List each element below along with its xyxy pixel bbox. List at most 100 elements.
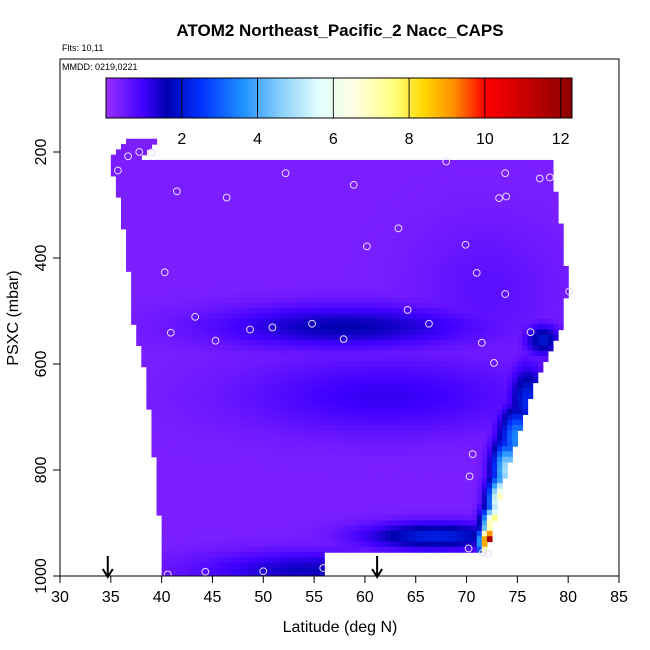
heatmap-cell	[283, 318, 290, 325]
heatmap-cell	[227, 329, 234, 336]
heatmap-cell	[369, 398, 376, 405]
heatmap-cell	[303, 170, 310, 177]
heatmap-cell	[202, 456, 208, 463]
heatmap-cell	[481, 477, 488, 484]
heatmap-cell	[471, 181, 478, 188]
heatmap-cell	[471, 265, 478, 272]
heatmap-cell	[344, 292, 351, 299]
heatmap-cell	[461, 292, 468, 299]
heatmap-cell	[375, 324, 381, 331]
heatmap-cell	[466, 477, 473, 484]
heatmap-cell	[171, 371, 178, 378]
heatmap-cell	[253, 260, 259, 267]
heatmap-cell	[446, 387, 452, 394]
heatmap-cell	[390, 462, 396, 468]
heatmap-cell	[420, 197, 427, 203]
heatmap-cell	[309, 409, 315, 415]
heatmap-cell	[476, 175, 483, 182]
heatmap-cell	[507, 218, 513, 225]
heatmap-cell	[497, 329, 503, 336]
heatmap-cell	[476, 409, 483, 415]
heatmap-cell	[344, 202, 351, 209]
heatmap-cell	[197, 377, 203, 384]
heatmap-cell	[380, 292, 386, 299]
heatmap-cell	[293, 467, 300, 474]
heatmap-cell	[476, 462, 483, 468]
heatmap-cell	[288, 303, 295, 309]
heatmap-cell	[303, 440, 310, 447]
heatmap-cell	[349, 197, 356, 203]
heatmap-cell	[258, 255, 264, 262]
heatmap-cell	[156, 244, 163, 251]
heatmap-cell	[441, 419, 447, 426]
heatmap-cell	[166, 244, 173, 251]
heatmap-cell	[253, 234, 259, 241]
heatmap-cell	[375, 181, 381, 188]
heatmap-cell	[415, 419, 422, 426]
heatmap-cell	[471, 159, 478, 166]
heatmap-cell	[156, 419, 163, 426]
heatmap-cell	[314, 165, 320, 172]
heatmap-cell	[547, 271, 554, 278]
heatmap-cell	[369, 218, 376, 225]
heatmap-cell	[405, 159, 412, 166]
heatmap-cell	[268, 234, 275, 241]
heatmap-cell	[171, 170, 178, 177]
heatmap-cell	[471, 308, 478, 315]
heatmap-cell	[375, 165, 381, 172]
heatmap-cell	[309, 472, 315, 479]
heatmap-cell	[171, 340, 178, 347]
heatmap-cell	[415, 398, 422, 405]
heatmap-cell	[181, 435, 188, 442]
heatmap-cell	[400, 255, 407, 262]
heatmap-cell	[542, 356, 549, 362]
heatmap-cell	[202, 424, 208, 431]
heatmap-cell	[146, 387, 153, 394]
heatmap-cell	[248, 271, 254, 278]
heatmap-cell	[273, 202, 280, 209]
heatmap-cell	[481, 377, 488, 384]
heatmap-cell	[502, 398, 508, 405]
heatmap-cell	[314, 318, 320, 325]
heatmap-cell	[283, 250, 290, 256]
heatmap-cell	[207, 255, 214, 262]
heatmap-cell	[491, 340, 498, 347]
heatmap-cell	[309, 361, 315, 368]
heatmap-cell	[349, 430, 356, 437]
heatmap-cell	[527, 297, 534, 304]
heatmap-cell	[497, 350, 503, 357]
heatmap-cell	[232, 287, 239, 294]
heatmap-cell	[232, 324, 239, 331]
heatmap-cell	[451, 377, 457, 384]
heatmap-cell	[400, 170, 407, 177]
heatmap-cell	[288, 308, 295, 315]
heatmap-cell	[232, 186, 239, 193]
heatmap-cell	[176, 483, 183, 490]
heatmap-cell	[237, 313, 244, 320]
heatmap-cell	[380, 260, 386, 267]
heatmap-cell	[512, 265, 518, 272]
heatmap-cell	[222, 340, 229, 347]
heatmap-cell	[542, 207, 549, 214]
heatmap-cell	[227, 191, 234, 198]
heatmap-cell	[176, 212, 183, 219]
heatmap-cell	[253, 329, 259, 336]
heatmap-cell	[446, 403, 452, 410]
heatmap-cell	[171, 446, 178, 453]
heatmap-cell	[410, 462, 417, 468]
heatmap-cell	[532, 212, 539, 219]
heatmap-cell	[293, 207, 300, 214]
heatmap-cell	[192, 356, 198, 362]
heatmap-cell	[329, 414, 336, 421]
heatmap-cell	[161, 175, 168, 182]
heatmap-cell	[181, 175, 188, 182]
heatmap-cell	[359, 382, 366, 389]
heatmap-cell	[293, 424, 300, 431]
heatmap-cell	[517, 276, 524, 283]
heatmap-cell	[166, 419, 173, 426]
heatmap-cell	[329, 371, 336, 378]
heatmap-cell	[136, 244, 142, 251]
heatmap-cell	[242, 387, 249, 394]
heatmap-cell	[502, 430, 508, 437]
heatmap-cell	[425, 202, 432, 209]
